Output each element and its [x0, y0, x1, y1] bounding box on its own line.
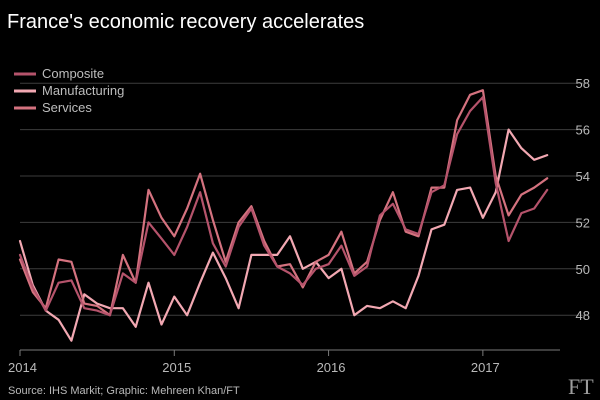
y-tick-label-52: 52 [576, 215, 590, 230]
y-axis-label: PMI [8, 37, 28, 49]
x-axis: 2014 2015 2016 2017 [8, 349, 560, 375]
y-tick-labels: 48 50 52 54 56 58 [576, 76, 590, 323]
y-tick-label-58: 58 [576, 76, 590, 91]
legend-label-manufacturing: Manufacturing [42, 83, 124, 98]
ft-logo: FT [568, 374, 594, 399]
legend-label-services: Services [42, 100, 92, 115]
y-tick-label-54: 54 [576, 169, 590, 184]
series-line-manufacturing [18, 128, 549, 342]
x-tick-label-2016: 2016 [317, 360, 346, 375]
x-tick-label-2017: 2017 [471, 360, 500, 375]
chart-title: France's economic recovery accelerates [7, 11, 364, 33]
y-tick-label-48: 48 [576, 308, 590, 323]
x-tick-label-2015: 2015 [162, 360, 191, 375]
source-note: Source: IHS Markit; Graphic: Mehreen Kha… [8, 385, 240, 397]
series-lines [18, 89, 549, 342]
x-tick-label-2014: 2014 [8, 360, 37, 375]
series-line-composite [18, 96, 549, 317]
y-tick-label-50: 50 [576, 262, 590, 277]
title-background [4, 8, 384, 34]
legend-label-composite: Composite [42, 66, 104, 81]
y-tick-label-56: 56 [576, 123, 590, 138]
legend: Composite Manufacturing Services [14, 66, 124, 115]
